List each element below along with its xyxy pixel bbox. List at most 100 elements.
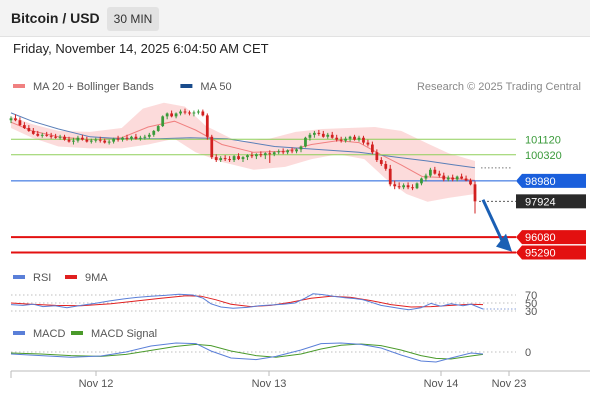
macd-tick-label: 0 <box>525 347 531 359</box>
support-label: 95290 <box>525 247 556 259</box>
candle-body <box>54 136 57 138</box>
candle-body <box>40 134 44 136</box>
pivot-label: 98980 <box>525 176 556 188</box>
candle-body <box>179 111 182 114</box>
macd-panel: MACD MACD Signal 0 <box>10 328 531 363</box>
legend-label: MACD Signal <box>91 328 157 340</box>
candle-body <box>335 137 339 140</box>
macd-signal-line <box>10 343 484 360</box>
candle-body <box>321 133 325 137</box>
candle-body <box>366 142 370 145</box>
resistance-label: 101120 <box>525 134 561 146</box>
candle-body <box>143 136 147 138</box>
rsi-tick-label: 70 <box>525 290 537 302</box>
candle-body <box>94 139 98 141</box>
candle-body <box>27 128 31 131</box>
candle-body <box>379 160 383 164</box>
candle-body <box>286 150 289 153</box>
time-axis-label: Nov 14 <box>424 378 459 390</box>
candle-body <box>228 159 231 161</box>
candle-body <box>268 153 272 155</box>
candle-body <box>174 113 178 117</box>
candle-body <box>152 130 156 135</box>
candle-body <box>299 146 303 150</box>
candle-body <box>317 132 321 134</box>
time-axis-label: Nov 12 <box>79 378 114 390</box>
resistance-label: 100320 <box>525 150 562 162</box>
candle-body <box>272 152 276 155</box>
candle-body <box>23 125 26 129</box>
forecast-arrow-shaft <box>481 199 504 242</box>
credit-text: Research © 2025 Trading Central <box>417 81 581 93</box>
legend-label: MA 20 + Bollinger Bands <box>33 81 154 93</box>
candle-body <box>362 137 365 143</box>
candle-body <box>397 186 401 188</box>
candle-body <box>121 137 124 140</box>
pivot-tag <box>516 173 586 188</box>
candle-body <box>210 136 214 158</box>
candle-body <box>188 112 191 114</box>
candle-body <box>250 155 254 157</box>
candle-body <box>134 136 138 139</box>
candle-body <box>116 138 120 140</box>
candle-body <box>295 149 298 152</box>
candle-body <box>330 134 334 138</box>
candle-body <box>406 185 410 188</box>
candle-body <box>393 184 397 187</box>
candle-body <box>290 150 294 152</box>
candle-body <box>429 169 432 176</box>
legend-swatch <box>65 275 77 279</box>
candle-body <box>469 180 472 185</box>
candle-body <box>402 185 405 188</box>
pair-title: Bitcoin / USD <box>11 10 100 26</box>
candle-body <box>147 134 151 137</box>
legend-label: MACD <box>33 328 65 340</box>
time-axis-label: Nov 23 <box>492 378 527 390</box>
bollinger-band <box>11 102 475 202</box>
candle-body <box>130 136 133 139</box>
candle-body <box>14 118 17 121</box>
candle-body <box>197 111 200 113</box>
candle-body <box>58 136 62 138</box>
candle-body <box>353 136 356 140</box>
candle-body <box>277 151 281 153</box>
candle-body <box>339 139 343 141</box>
candle-body <box>98 139 102 141</box>
candle-body <box>241 157 245 160</box>
candle-body <box>411 187 414 189</box>
candle-body <box>170 113 173 117</box>
candle-body <box>63 136 66 140</box>
legend-swatch <box>180 84 193 88</box>
legend-label: MA 50 <box>200 81 231 93</box>
candle-body <box>67 139 71 142</box>
last-price-label: 97924 <box>525 196 556 208</box>
candle-body <box>415 183 419 189</box>
candle-body <box>455 176 459 180</box>
price-panel: MA 20 + Bollinger Bands MA 50 Research © 2… <box>9 81 586 260</box>
candle-body <box>76 137 80 141</box>
candle-body <box>473 184 477 202</box>
ma50-line <box>10 112 476 169</box>
candle-body <box>255 154 258 157</box>
candle-body <box>304 137 307 147</box>
candle-body <box>375 152 379 161</box>
legend-label: RSI <box>33 272 51 284</box>
candle-body <box>205 115 209 137</box>
timeframe-badge[interactable]: 30 MIN <box>107 7 159 31</box>
timestamp: Friday, November 14, 2025 6:04:50 AM CET <box>13 41 269 56</box>
candle-body <box>81 137 84 140</box>
candle-body <box>125 137 129 139</box>
candle-body <box>18 120 22 126</box>
candle-body <box>89 140 93 142</box>
legend-label: 9MA <box>85 272 108 284</box>
candle-body <box>165 113 169 117</box>
header-bar: Bitcoin / USD 30 MIN <box>0 0 590 37</box>
rsi-tick-label: 30 <box>525 306 537 318</box>
candle-body <box>464 178 468 181</box>
time-axis-label: Nov 13 <box>252 378 287 390</box>
support-tag <box>516 230 586 245</box>
candle-body <box>433 169 437 174</box>
candle-body <box>357 137 361 140</box>
candle-body <box>49 135 53 137</box>
candle-body <box>442 175 446 180</box>
